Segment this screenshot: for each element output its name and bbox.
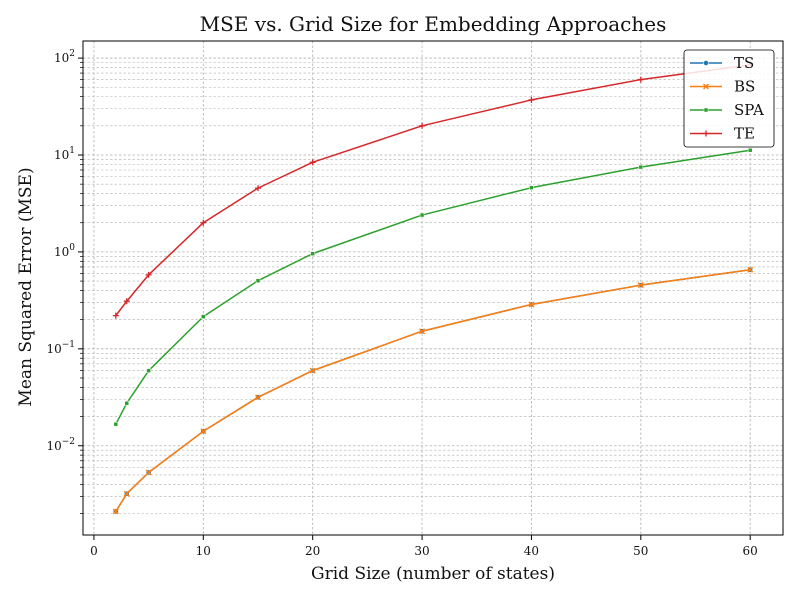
legend-label-spa: SPA	[734, 101, 764, 119]
data-point-te	[200, 219, 207, 226]
legend-item-te: TE	[690, 125, 755, 143]
legend-marker-spa	[703, 107, 709, 113]
data-point-te	[123, 298, 130, 305]
data-point-spa	[419, 212, 425, 218]
legend-label-ts: TS	[734, 54, 754, 72]
legend-label-te: TE	[734, 125, 755, 143]
y-tick-label: 10−1	[46, 340, 75, 356]
y-axis-label: Mean Squared Error (MSE)	[16, 167, 36, 406]
legend-box	[683, 49, 775, 148]
data-point-spa	[529, 185, 534, 190]
data-point-bs	[637, 282, 644, 289]
legend-item-bs: BS	[690, 78, 755, 96]
data-point-spa	[113, 421, 119, 427]
x-tick-label: 50	[633, 544, 648, 558]
data-point-te	[145, 271, 152, 278]
series-line-te	[115, 64, 751, 317]
series-bs	[112, 266, 754, 515]
axis-layer: 0 10 20 30 40 50 60 10−2 10−1 100 101 102	[46, 49, 757, 558]
data-point-bs	[747, 266, 754, 273]
data-point-bs	[112, 508, 119, 515]
y-tick-label: 100	[54, 243, 75, 259]
data-point-spa	[310, 251, 315, 256]
data-point-te	[112, 312, 119, 319]
data-point-te	[309, 159, 316, 166]
y-tick-label: 10−2	[46, 437, 75, 453]
data-point-bs	[123, 490, 130, 497]
data-point-bs	[419, 328, 426, 335]
data-point-bs	[309, 367, 316, 374]
x-axis-label: Grid Size (number of states)	[311, 564, 555, 584]
legend-label-bs: BS	[734, 78, 755, 96]
series-layer	[112, 61, 754, 515]
x-tick-label: 60	[743, 544, 758, 558]
data-point-te	[528, 96, 535, 103]
plot-frame	[82, 40, 784, 536]
legend-marker-te	[703, 130, 709, 137]
legend-item-spa: SPA	[690, 101, 764, 119]
data-point-bs	[255, 394, 261, 401]
series-line-spa	[115, 149, 751, 425]
series-spa	[113, 147, 753, 427]
legend-item-ts: TS	[690, 54, 754, 72]
data-point-spa	[747, 147, 753, 153]
data-point-spa	[146, 368, 151, 373]
data-point-te	[419, 122, 426, 129]
data-point-bs	[200, 428, 207, 435]
x-tick-label: 30	[414, 544, 429, 558]
x-tick-label: 0	[90, 544, 98, 558]
x-tick-label: 10	[196, 544, 211, 558]
data-point-bs	[528, 301, 535, 308]
legend: TS BS SPA TE	[683, 49, 775, 148]
y-tick-label: 102	[54, 49, 75, 65]
data-point-spa	[201, 314, 206, 319]
data-point-te	[637, 76, 644, 83]
chart-title: MSE vs. Grid Size for Embedding Approach…	[200, 12, 667, 36]
data-point-te	[255, 185, 261, 192]
data-point-spa	[255, 278, 261, 283]
data-point-spa	[124, 400, 129, 406]
data-point-bs	[145, 469, 152, 476]
series-line-bs	[115, 268, 751, 512]
y-tick-label: 101	[54, 146, 75, 162]
x-tick-label: 40	[524, 544, 539, 558]
x-tick-label: 20	[305, 544, 320, 558]
legend-marker-ts	[703, 60, 709, 66]
data-point-spa	[638, 164, 644, 170]
legend-marker-bs	[703, 83, 709, 90]
